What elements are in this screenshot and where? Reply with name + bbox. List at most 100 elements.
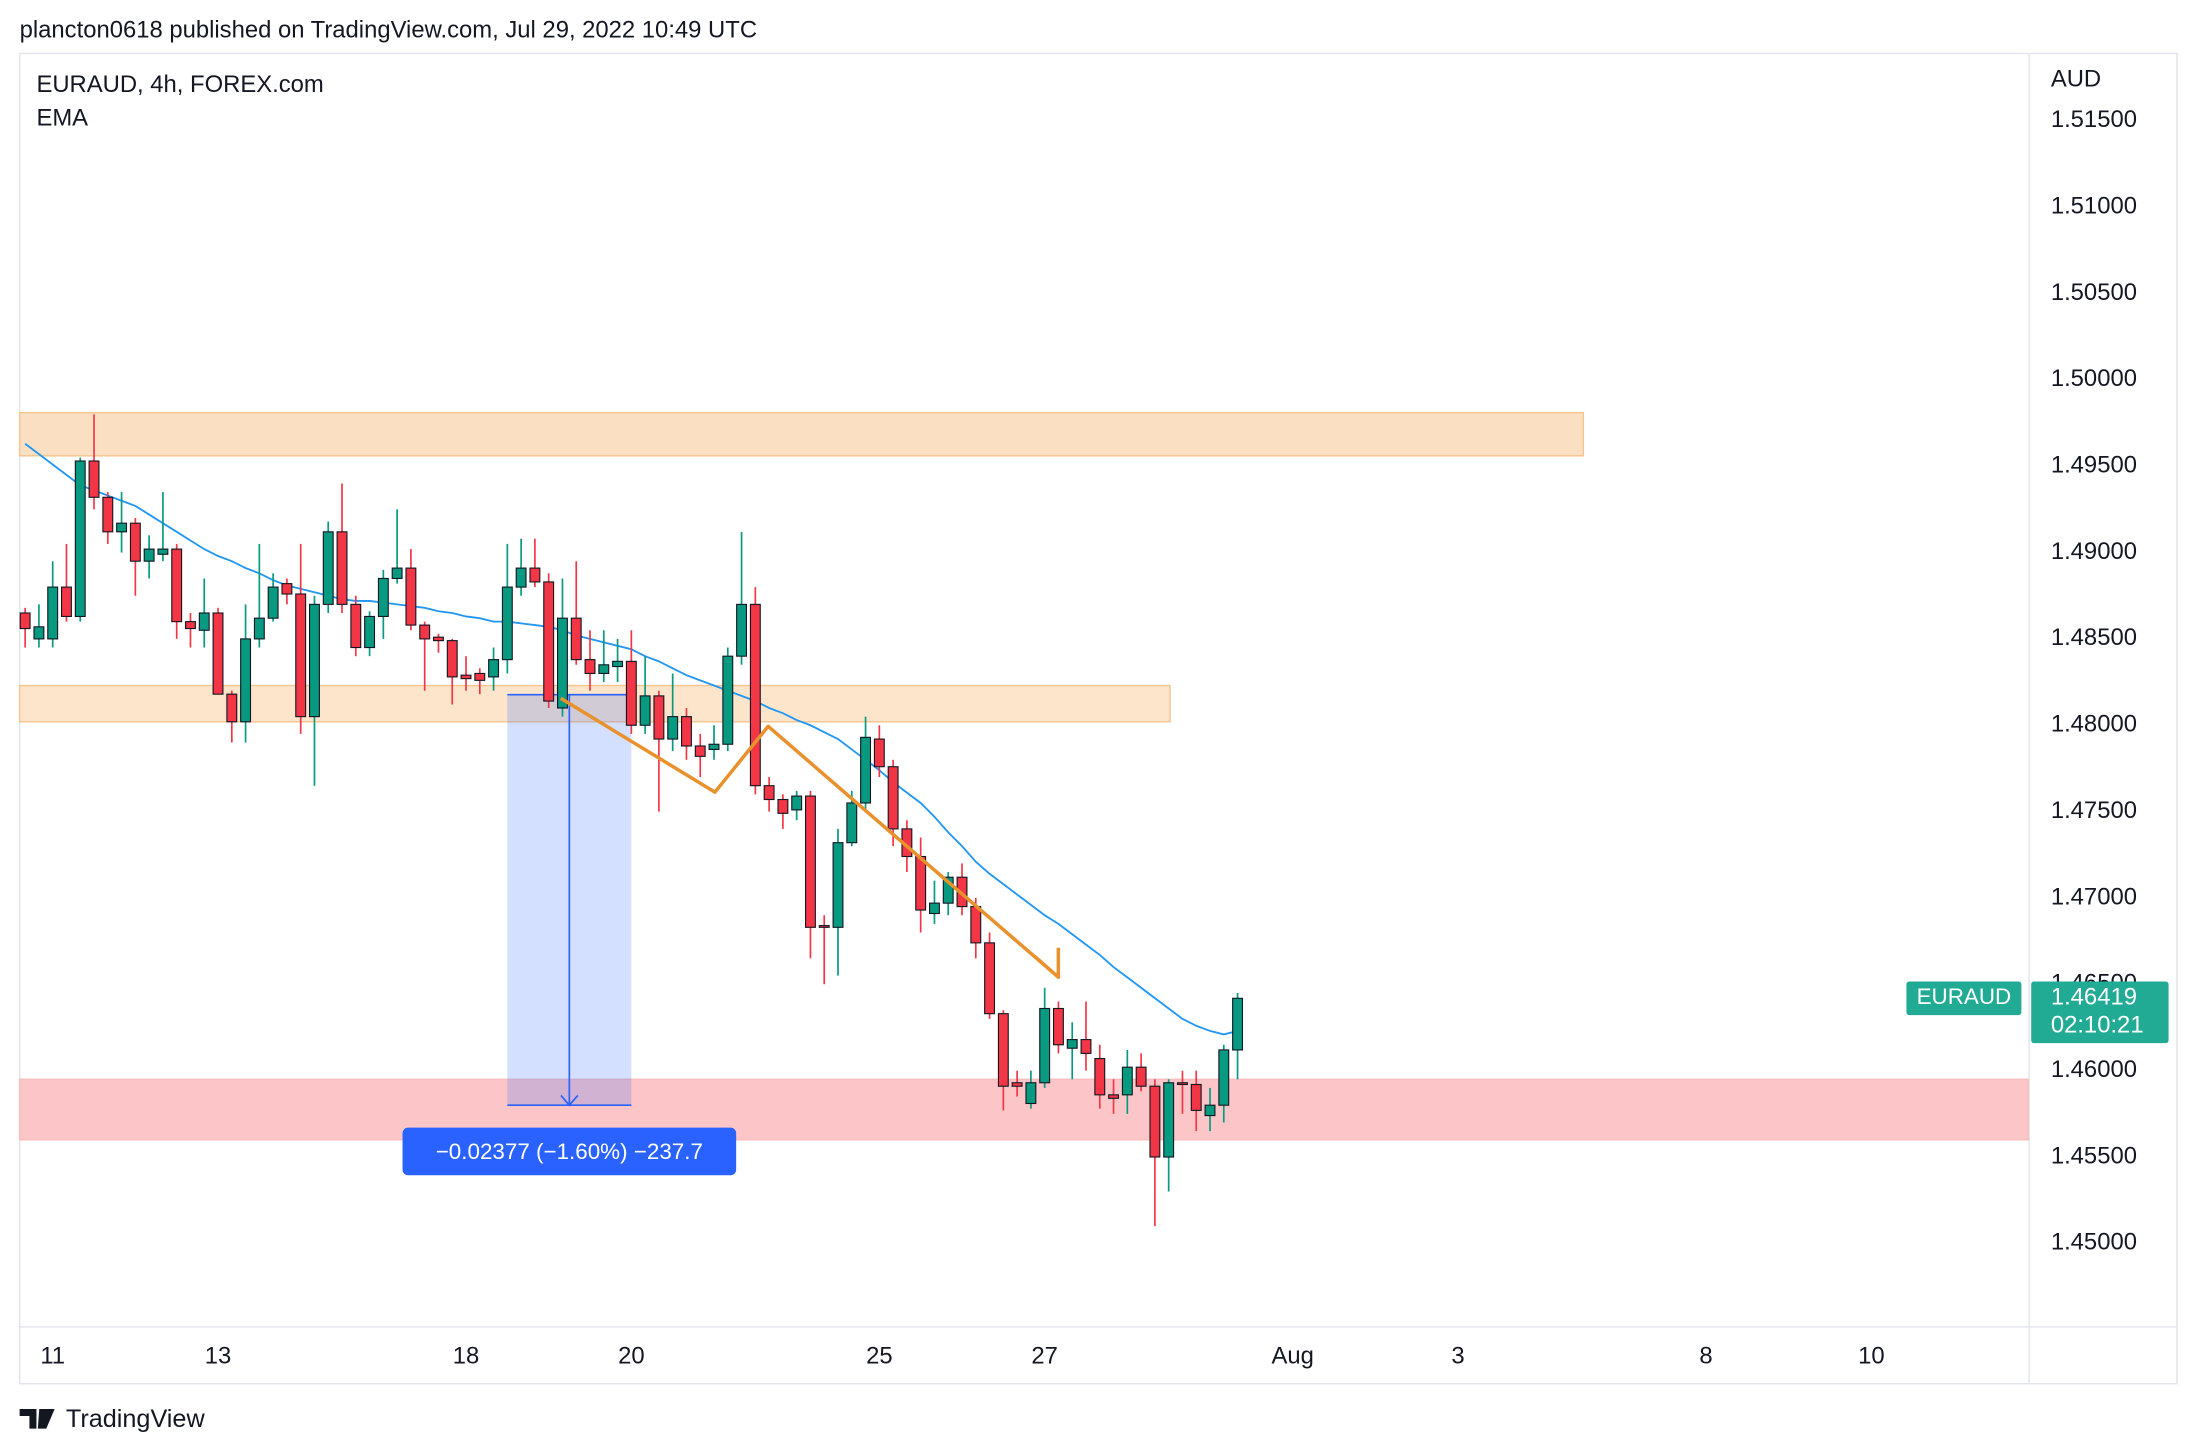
zone xyxy=(18,411,1585,457)
candle-body xyxy=(612,660,624,668)
x-tick-label: 10 xyxy=(1858,1342,1885,1369)
currency-label: AUD xyxy=(2051,65,2101,92)
y-tick-label: 1.47500 xyxy=(2051,797,2137,824)
candle-body xyxy=(722,655,734,745)
candle-body xyxy=(1052,1007,1064,1046)
indicator-label: EMA xyxy=(36,105,88,132)
candle-body xyxy=(1176,1082,1188,1086)
candle-body xyxy=(639,695,651,726)
candle-body xyxy=(446,640,458,678)
candle-body xyxy=(873,738,885,768)
candle-body xyxy=(543,581,555,702)
candle-body xyxy=(1025,1082,1037,1105)
y-tick-label: 1.46000 xyxy=(2051,1056,2137,1083)
candle-body xyxy=(832,842,844,928)
zone xyxy=(18,684,1171,723)
candle-body xyxy=(997,1013,1009,1087)
footer-brand: TradingView xyxy=(66,1405,206,1433)
candle-body xyxy=(377,577,389,618)
candle-body xyxy=(1080,1039,1092,1054)
x-tick-label: 13 xyxy=(205,1342,232,1369)
y-tick-label: 1.48500 xyxy=(2051,624,2137,651)
y-tick-label: 1.47000 xyxy=(2051,883,2137,910)
price-badge-value: 1.46419 xyxy=(2051,984,2137,1011)
candle-body xyxy=(515,567,527,588)
candle-body xyxy=(198,612,210,631)
candle-body xyxy=(61,586,72,618)
candle-body xyxy=(1149,1085,1161,1158)
candle-body xyxy=(1232,997,1244,1051)
measure-arrowhead xyxy=(560,1094,579,1107)
candle-body xyxy=(391,567,403,580)
candle-body xyxy=(818,925,830,928)
candle-body xyxy=(887,766,899,830)
candle-body xyxy=(860,736,872,804)
zone xyxy=(18,1078,2030,1141)
x-tick-label: 8 xyxy=(1699,1342,1712,1369)
y-tick-label: 1.50000 xyxy=(2051,365,2137,392)
x-tick-label: 3 xyxy=(1451,1342,1464,1369)
candle-body xyxy=(529,567,541,583)
candle-body xyxy=(804,795,816,928)
candle-body xyxy=(1108,1094,1120,1099)
candle-body xyxy=(47,586,59,640)
measure-label-bg xyxy=(402,1127,737,1176)
candle-body xyxy=(749,603,761,787)
x-tick-label: 27 xyxy=(1031,1342,1058,1369)
candle-body xyxy=(474,672,486,681)
candle-body xyxy=(1011,1082,1023,1087)
candle-body xyxy=(1066,1039,1078,1049)
candle-body xyxy=(915,855,927,911)
candle-body xyxy=(584,659,596,675)
candle-body xyxy=(942,876,954,904)
candle-body xyxy=(570,617,582,661)
measure-label: −0.02377 (−1.60%) −237.7 xyxy=(436,1139,703,1164)
candle-body xyxy=(419,624,431,640)
candle-body xyxy=(667,716,679,740)
candle-body xyxy=(1163,1082,1175,1158)
candle-body xyxy=(970,906,982,944)
x-tick-label: Aug xyxy=(1271,1342,1313,1369)
candle-body xyxy=(736,603,748,657)
candle-body xyxy=(267,586,279,619)
y-tick-label: 1.45500 xyxy=(2051,1142,2137,1169)
candle-body xyxy=(1204,1104,1216,1117)
candle-body xyxy=(102,496,114,533)
y-tick-label: 1.48000 xyxy=(2051,711,2137,738)
candle-body xyxy=(1135,1066,1147,1087)
candle-body xyxy=(33,626,45,640)
y-tick-label: 1.49500 xyxy=(2051,451,2137,478)
candle-body xyxy=(157,548,169,555)
candle-body xyxy=(184,621,196,630)
candle-body xyxy=(405,567,417,626)
candle-body xyxy=(791,795,803,811)
candle-body xyxy=(625,660,637,726)
candle-body xyxy=(364,615,376,649)
y-tick-label: 1.51000 xyxy=(2051,192,2137,219)
candle-body xyxy=(171,548,183,623)
candle-body xyxy=(129,522,141,562)
publisher-header: plancton0618 published on TradingView.co… xyxy=(20,16,757,43)
candle-body xyxy=(1094,1058,1106,1096)
candle-body xyxy=(777,798,789,814)
x-tick-label: 11 xyxy=(40,1342,65,1369)
y-tick-label: 1.49000 xyxy=(2051,538,2137,565)
candle-body xyxy=(308,603,320,718)
candle-body xyxy=(281,583,293,595)
price-badge xyxy=(2031,981,2169,1044)
logo-icon xyxy=(19,1408,55,1429)
candle-body xyxy=(212,612,224,695)
candle-body xyxy=(680,716,692,747)
candle-body xyxy=(116,522,128,533)
symbol-badge xyxy=(1906,981,2022,1016)
x-tick-label: 18 xyxy=(453,1342,480,1369)
candle-body xyxy=(984,942,996,1015)
plot-area: −0.02377 (−1.60%) −237.7 xyxy=(18,411,2030,1227)
candle-body xyxy=(1190,1083,1202,1111)
x-tick-label: 25 xyxy=(866,1342,893,1369)
candle-body xyxy=(694,745,706,757)
candle-body xyxy=(763,785,775,801)
candle-body xyxy=(1218,1049,1230,1106)
candle-body xyxy=(1039,1007,1051,1084)
